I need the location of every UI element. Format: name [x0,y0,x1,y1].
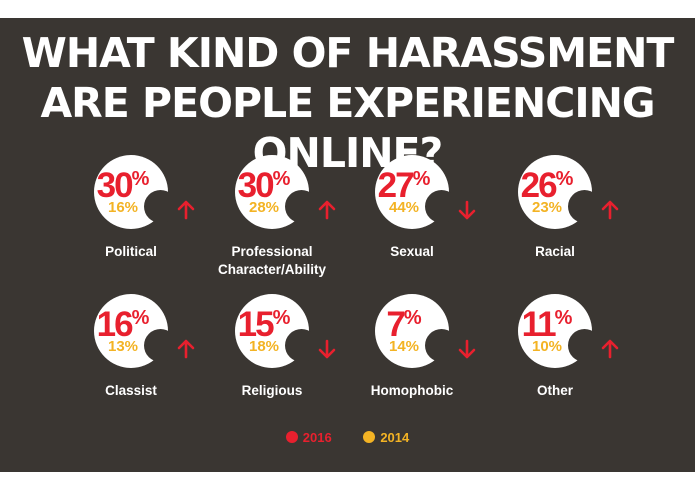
legend-dot-2014 [363,431,376,443]
badge-notch [568,329,601,362]
value-2014: 10% [531,338,563,355]
category-label: Religious [241,383,303,398]
legend: 2016 2014 [0,430,695,445]
category-label: Other [536,383,573,398]
badge-notch [285,329,318,362]
category-item: 7% 14% Homophobic [337,294,487,434]
legend-label-2014: 2014 [380,430,410,445]
percent-sign: % [272,307,291,329]
infographic: WHAT KIND OF HARASSMENT ARE PEOPLE EXPER… [0,18,695,472]
category-item: 11% 10% Other [480,294,630,434]
category-item: 30% 16% Political [56,155,206,295]
category-item: 30% 28% Professional Character/Ability [197,155,347,295]
category-item: 15% 18% Religious [197,294,347,434]
legend-item-2014: 2014 [363,430,409,445]
value-2016: 30% [92,161,154,204]
badge-notch [144,190,177,223]
value-2016-number: 16 [96,305,134,344]
value-2016: 30% [233,161,295,204]
badge-notch [285,190,318,223]
value-2016: 7% [373,300,435,343]
value-badge: 7% 14% [373,294,476,368]
percent-sign: % [554,307,573,329]
arrow-up-icon [601,200,619,220]
value-2014: 18% [248,338,280,355]
category-item: 16% 13% Classist [56,294,206,434]
arrow-down-icon [318,339,336,359]
value-2016-number: 11 [521,305,557,344]
value-2016-number: 30 [237,166,275,205]
value-2016: 15% [233,300,295,343]
value-badge: 30% 16% [92,155,195,229]
percent-sign: % [272,168,291,190]
badge-notch [568,190,601,223]
arrow-down-icon [458,200,476,220]
percent-sign: % [412,168,431,190]
value-2016-number: 15 [237,305,275,344]
value-badge: 27% 44% [373,155,476,229]
value-2014: 13% [107,338,139,355]
category-label: Political [105,244,157,259]
legend-item-2016: 2016 [285,430,332,445]
value-badge: 16% 13% [92,294,195,368]
category-item: 26% 23% Racial [480,155,630,295]
arrow-up-icon [601,339,619,359]
arrow-up-icon [318,200,336,220]
value-2014: 28% [248,199,280,216]
value-2016-number: 30 [96,166,134,205]
arrow-down-icon [458,339,476,359]
percent-sign: % [131,307,150,329]
value-2014: 23% [531,199,563,216]
category-label: Professional Character/Ability [217,244,327,277]
percent-sign: % [403,307,422,329]
chart-title: WHAT KIND OF HARASSMENT ARE PEOPLE EXPER… [21,29,675,177]
percent-sign: % [131,168,150,190]
category-label: Racial [535,244,575,259]
value-2016: 11% [516,300,578,343]
arrow-up-icon [177,339,195,359]
value-2016: 16% [92,300,154,343]
badge-notch [425,190,458,223]
value-2016: 26% [516,161,578,204]
badge-notch [144,329,177,362]
category-item: 27% 44% Sexual [337,155,487,295]
category-label: Homophobic [370,383,454,398]
value-2014: 44% [388,199,420,216]
value-badge: 11% 10% [516,294,619,368]
category-label: Sexual [390,244,434,259]
value-2016-number: 26 [520,166,558,205]
category-label: Classist [105,383,157,398]
value-2016: 27% [373,161,435,204]
value-2016-number: 7 [386,305,406,344]
legend-dot-2016 [285,431,298,443]
value-2016-number: 27 [377,166,415,205]
legend-label-2016: 2016 [302,430,332,445]
value-badge: 30% 28% [233,155,336,229]
value-2014: 16% [107,199,139,216]
value-2014: 14% [388,338,420,355]
badge-notch [425,329,458,362]
value-badge: 26% 23% [516,155,619,229]
percent-sign: % [555,168,574,190]
value-badge: 15% 18% [233,294,336,368]
arrow-up-icon [177,200,195,220]
